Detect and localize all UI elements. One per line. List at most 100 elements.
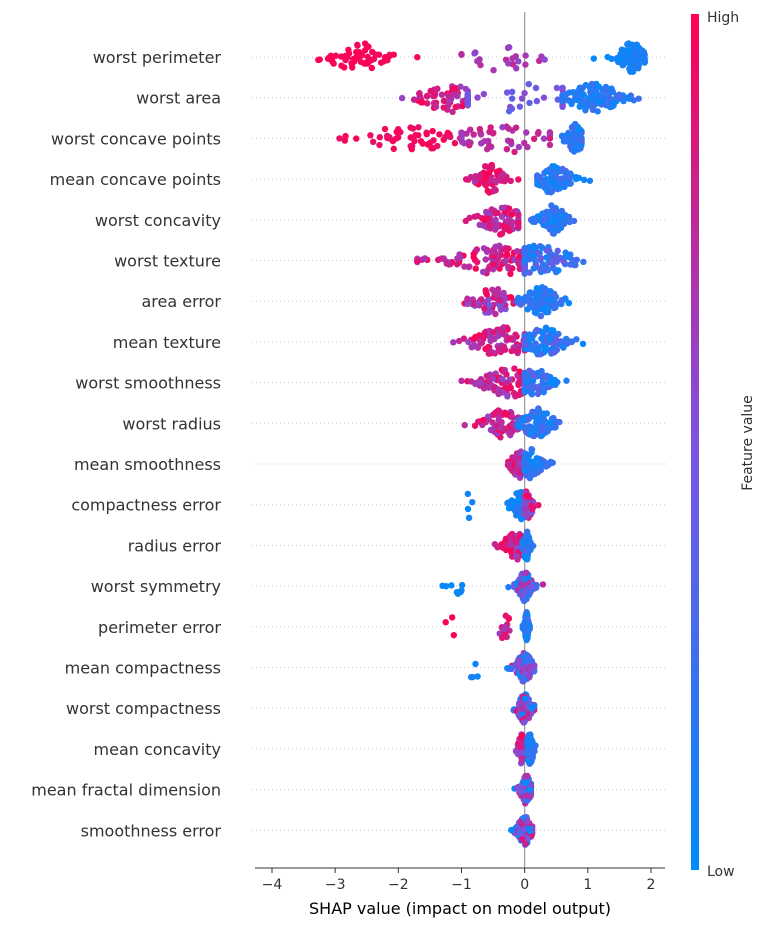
shap-point <box>525 80 532 88</box>
shap-point <box>464 300 472 308</box>
shap-point <box>564 136 571 143</box>
shap-point <box>450 91 458 98</box>
shap-point <box>528 335 536 342</box>
shap-point <box>521 245 528 253</box>
shap-point <box>546 373 553 381</box>
shap-point <box>423 92 431 100</box>
shap-point <box>376 141 383 149</box>
shap-point <box>618 50 625 57</box>
shap-point <box>490 261 497 268</box>
shap-point <box>500 343 508 350</box>
shap-point <box>520 814 528 821</box>
shap-point <box>419 99 426 106</box>
shap-point <box>521 467 528 474</box>
shap-point <box>515 176 522 183</box>
shap-point <box>520 423 527 431</box>
shap-point <box>508 665 515 673</box>
shap-point <box>521 374 528 381</box>
shap-point <box>524 143 531 151</box>
shap-point <box>487 337 494 345</box>
shap-point <box>474 673 481 680</box>
shap-point <box>361 60 368 67</box>
shap-point <box>530 382 537 390</box>
shap-point <box>517 734 525 741</box>
shap-point <box>449 108 456 116</box>
shap-point <box>559 87 566 94</box>
shap-point <box>576 103 583 110</box>
shap-point <box>526 589 534 596</box>
colorbar: High Low Feature value <box>691 10 756 880</box>
shap-point <box>380 58 388 65</box>
shap-point <box>538 335 545 342</box>
shap-point <box>512 53 519 60</box>
shap-point <box>516 497 523 505</box>
shap-point <box>531 298 538 305</box>
shap-point <box>543 247 550 254</box>
shap-point <box>456 253 464 260</box>
shap-point <box>464 295 471 302</box>
shap-point <box>529 705 536 712</box>
shap-point <box>465 263 472 271</box>
feature-label: mean fractal dimension <box>31 781 221 800</box>
shap-point <box>414 258 421 265</box>
shap-point <box>547 213 555 220</box>
shap-point <box>342 132 349 140</box>
shap-point <box>448 582 455 589</box>
shap-point <box>472 265 479 272</box>
shap-point <box>519 835 526 843</box>
shap-point <box>490 329 497 336</box>
shap-point <box>543 345 550 353</box>
shap-point <box>439 582 446 589</box>
shap-point <box>518 757 526 764</box>
shap-point <box>471 50 478 57</box>
shap-point <box>513 490 520 497</box>
shap-point <box>412 131 419 139</box>
colorbar-high-label: High <box>707 10 739 26</box>
shap-point <box>533 455 540 462</box>
shap-point <box>523 633 530 641</box>
shap-point <box>615 55 623 62</box>
shap-point <box>455 337 463 345</box>
shap-point <box>503 251 511 258</box>
feature-label: worst compactness <box>66 699 221 718</box>
shap-point <box>522 772 529 780</box>
shap-point <box>469 498 476 506</box>
shap-point <box>545 166 553 173</box>
shap-point <box>524 747 532 755</box>
shap-point <box>516 474 524 481</box>
x-tick-label: 1 <box>583 877 592 893</box>
shap-point <box>409 125 417 132</box>
shap-point <box>480 385 488 392</box>
feature-label: mean concave points <box>50 170 221 189</box>
shap-point <box>438 91 446 98</box>
shap-point <box>507 270 514 278</box>
shap-point <box>546 251 554 259</box>
shap-point <box>559 102 566 109</box>
x-tick-label: 2 <box>647 877 656 893</box>
shap-point <box>533 97 541 105</box>
feature-label: compactness error <box>71 496 221 515</box>
shap-point <box>390 145 397 153</box>
shap-point <box>381 125 389 133</box>
shap-point <box>495 416 502 424</box>
shap-point <box>503 89 511 96</box>
shap-point <box>467 139 474 146</box>
shap-point <box>522 840 530 847</box>
shap-point <box>464 505 472 513</box>
shap-point <box>482 175 489 182</box>
shap-point <box>445 102 452 109</box>
shap-point <box>433 86 440 93</box>
shap-point <box>559 165 566 173</box>
shap-point <box>516 829 523 836</box>
shap-point <box>416 90 423 97</box>
feature-label: area error <box>142 292 222 311</box>
shap-point <box>476 56 483 63</box>
shap-point <box>440 104 447 111</box>
shap-point <box>638 47 646 54</box>
shap-point <box>479 268 487 276</box>
shap-point <box>528 446 536 453</box>
shap-point <box>522 61 529 68</box>
shap-point <box>506 44 513 51</box>
shap-point <box>457 83 464 90</box>
shap-point <box>549 259 556 267</box>
